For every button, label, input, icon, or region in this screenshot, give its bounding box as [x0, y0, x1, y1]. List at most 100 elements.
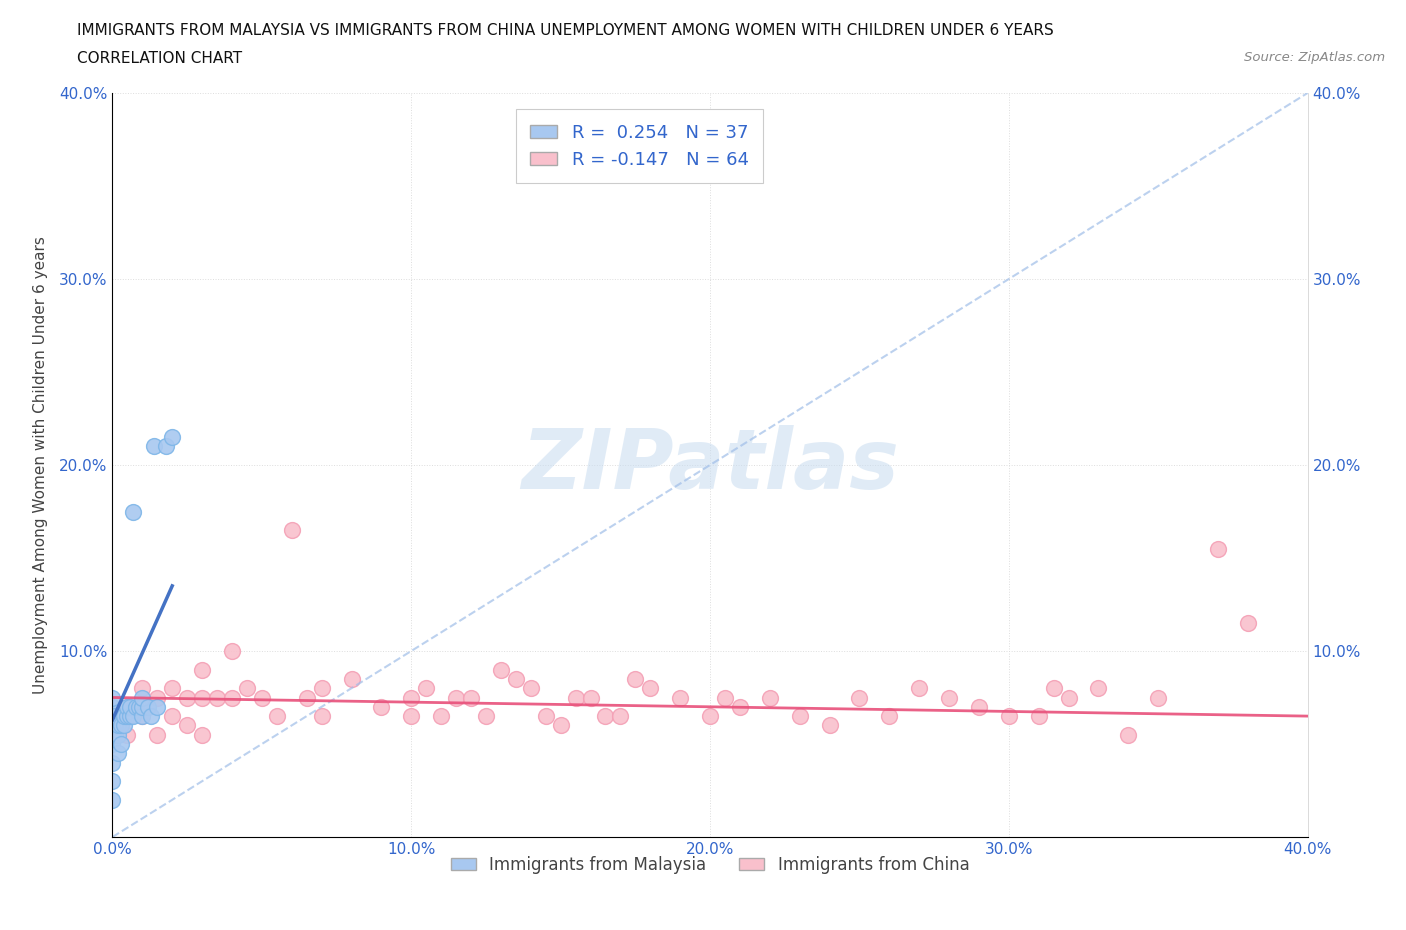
Point: [505, 671, 527, 686]
Point: [101, 699, 124, 714]
Point: [998, 709, 1021, 724]
Point: [728, 699, 751, 714]
Point: [221, 644, 243, 658]
Point: [146, 727, 169, 742]
Point: [266, 709, 288, 724]
Point: [609, 709, 631, 724]
Point: [101, 774, 124, 789]
Point: [101, 792, 124, 807]
Point: [550, 718, 572, 733]
Legend: Immigrants from Malaysia, Immigrants from China: Immigrants from Malaysia, Immigrants fro…: [444, 849, 976, 881]
Point: [1057, 690, 1080, 705]
Point: [191, 727, 214, 742]
Point: [759, 690, 782, 705]
Point: [120, 699, 142, 714]
Text: IMMIGRANTS FROM MALAYSIA VS IMMIGRANTS FROM CHINA UNEMPLOYMENT AMONG WOMEN WITH : IMMIGRANTS FROM MALAYSIA VS IMMIGRANTS F…: [77, 23, 1054, 38]
Point: [101, 727, 124, 742]
Point: [131, 709, 153, 724]
Point: [444, 690, 467, 705]
Point: [640, 681, 662, 696]
Point: [176, 718, 198, 733]
Point: [534, 709, 557, 724]
Point: [699, 709, 721, 724]
Point: [1206, 541, 1229, 556]
Point: [1147, 690, 1170, 705]
Point: [146, 690, 169, 705]
Point: [295, 690, 318, 705]
Point: [624, 671, 647, 686]
Point: [191, 690, 214, 705]
Point: [221, 690, 243, 705]
Point: [131, 699, 153, 714]
Point: [311, 709, 333, 724]
Point: [176, 690, 198, 705]
Point: [117, 699, 139, 714]
Point: [311, 681, 333, 696]
Point: [236, 681, 259, 696]
Text: ZIPatlas: ZIPatlas: [522, 424, 898, 506]
Point: [401, 690, 423, 705]
Point: [848, 690, 870, 705]
Point: [162, 709, 183, 724]
Point: [908, 681, 931, 696]
Point: [579, 690, 602, 705]
Point: [107, 718, 129, 733]
Point: [104, 709, 127, 724]
Point: [110, 718, 132, 733]
Text: Source: ZipAtlas.com: Source: ZipAtlas.com: [1244, 51, 1385, 64]
Point: [101, 699, 124, 714]
Point: [714, 690, 737, 705]
Point: [1118, 727, 1140, 742]
Point: [101, 755, 124, 770]
Point: [789, 709, 811, 724]
Point: [191, 662, 214, 677]
Point: [122, 709, 145, 724]
Point: [141, 709, 163, 724]
Point: [143, 439, 166, 454]
Point: [122, 504, 145, 519]
Point: [879, 709, 901, 724]
Point: [415, 681, 437, 696]
Point: [205, 690, 228, 705]
Point: [1028, 709, 1050, 724]
Point: [131, 690, 153, 705]
Point: [107, 727, 129, 742]
Point: [155, 439, 177, 454]
Point: [138, 699, 160, 714]
Y-axis label: Unemployment Among Women with Children Under 6 years: Unemployment Among Women with Children U…: [32, 236, 48, 694]
Point: [117, 709, 139, 724]
Point: [104, 718, 127, 733]
Point: [520, 681, 543, 696]
Point: [131, 681, 153, 696]
Point: [107, 746, 129, 761]
Point: [401, 709, 423, 724]
Point: [340, 671, 363, 686]
Point: [370, 699, 392, 714]
Point: [104, 727, 127, 742]
Point: [1087, 681, 1109, 696]
Point: [1042, 681, 1064, 696]
Point: [1237, 616, 1260, 631]
Point: [564, 690, 586, 705]
Point: [131, 709, 153, 724]
Point: [460, 690, 482, 705]
Point: [669, 690, 692, 705]
Point: [101, 737, 124, 751]
Point: [281, 523, 304, 538]
Text: CORRELATION CHART: CORRELATION CHART: [77, 51, 242, 66]
Point: [101, 718, 124, 733]
Point: [475, 709, 498, 724]
Point: [146, 699, 169, 714]
Point: [117, 699, 139, 714]
Point: [114, 709, 135, 724]
Point: [101, 690, 124, 705]
Point: [101, 709, 124, 724]
Point: [938, 690, 960, 705]
Point: [114, 718, 135, 733]
Point: [430, 709, 453, 724]
Point: [117, 727, 139, 742]
Point: [489, 662, 512, 677]
Point: [162, 681, 183, 696]
Point: [818, 718, 841, 733]
Point: [125, 699, 148, 714]
